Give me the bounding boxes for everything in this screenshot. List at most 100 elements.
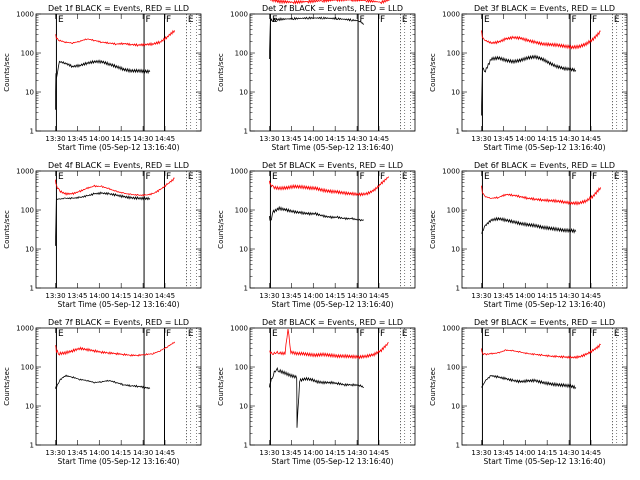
- marker-label: E: [272, 172, 278, 182]
- plot-frame: [461, 13, 628, 132]
- y-tick-label: 1: [456, 285, 460, 293]
- x-tick-label: 14:15: [325, 449, 345, 457]
- series-lld-line: [55, 177, 175, 197]
- chart-title: Det 5f BLACK = Events, RED = LLD: [262, 161, 403, 170]
- chart-title: Det 6f BLACK = Events, RED = LLD: [474, 161, 615, 170]
- series-events-line: [55, 191, 151, 246]
- series-events-line: [55, 374, 151, 390]
- series-events-line: [269, 366, 364, 428]
- marker-label: E: [484, 329, 490, 339]
- marker-label: E: [58, 15, 64, 25]
- chart-panel-5: Det 5f BLACK = Events, RED = LLD Counts/s…: [217, 161, 416, 309]
- y-axis-label: Counts/sec: [3, 210, 11, 249]
- y-tick-label: 100: [21, 207, 34, 215]
- y-axis-label: Counts/sec: [3, 53, 11, 92]
- series-lld-line: [269, 176, 390, 197]
- x-tick-label: 13:45: [281, 292, 301, 300]
- x-tick-label: 14:30: [559, 449, 579, 457]
- marker-label: F: [572, 172, 577, 182]
- x-tick-label: 13:45: [493, 449, 513, 457]
- chart-panel-4: Det 4f BLACK = Events, RED = LLD Counts/s…: [3, 161, 202, 309]
- x-tick-label: 13:30: [471, 135, 491, 143]
- chart-title: Det 3f BLACK = Events, RED = LLD: [474, 4, 615, 13]
- x-tick-label: 14:00: [515, 292, 535, 300]
- series-lld-line: [269, 329, 389, 360]
- series-events-line: [481, 54, 577, 116]
- x-tick-label: 14:15: [325, 135, 345, 143]
- x-axis-label: Start Time (05-Sep-12 13:16:40): [484, 143, 606, 152]
- y-tick-label: 1: [244, 128, 248, 136]
- x-tick-label: 14:00: [303, 449, 323, 457]
- y-axis-label: Counts/sec: [217, 210, 225, 249]
- y-axis-label: Counts/sec: [217, 53, 225, 92]
- x-tick-label: 13:45: [67, 292, 87, 300]
- chart-panel-7: Det 7f BLACK = Events, RED = LLD Counts/s…: [3, 318, 202, 466]
- marker-label: F: [146, 329, 151, 339]
- series-lld-line: [55, 341, 176, 357]
- y-tick-label: 1: [30, 285, 34, 293]
- series-lld-line: [55, 29, 176, 47]
- series-events-line: [481, 374, 577, 390]
- series-events-line: [269, 16, 365, 60]
- y-tick-label: 1000: [442, 11, 460, 19]
- y-axis-label: Counts/sec: [429, 53, 437, 92]
- plot-frame: [461, 170, 628, 289]
- x-tick-label: 14:45: [581, 292, 601, 300]
- y-tick-label: 100: [447, 364, 460, 372]
- y-tick-label: 100: [447, 50, 460, 58]
- marker-label: E: [58, 329, 64, 339]
- plot-frame: [249, 170, 416, 289]
- marker-label: F: [166, 15, 171, 25]
- x-axis-label: Start Time (05-Sep-12 13:16:40): [484, 457, 606, 466]
- chart-panel-8: Det 8f BLACK = Events, RED = LLD Counts/s…: [217, 318, 416, 466]
- series-events-line: [481, 216, 577, 234]
- y-tick-label: 100: [235, 207, 248, 215]
- y-tick-label: 1: [30, 128, 34, 136]
- y-tick-label: 1: [456, 442, 460, 450]
- chart-title: Det 9f BLACK = Events, RED = LLD: [474, 318, 615, 327]
- x-axis-label: Start Time (05-Sep-12 13:16:40): [272, 300, 394, 309]
- x-axis-label: Start Time (05-Sep-12 13:16:40): [272, 457, 394, 466]
- x-tick-label: 13:30: [259, 449, 279, 457]
- y-tick-label: 1: [30, 442, 34, 450]
- y-tick-label: 1000: [442, 325, 460, 333]
- chart-panel-6: Det 6f BLACK = Events, RED = LLD Counts/s…: [429, 161, 628, 309]
- marker-label: E: [58, 172, 64, 182]
- x-tick-label: 13:30: [471, 292, 491, 300]
- chart-title: Det 8f BLACK = Events, RED = LLD: [262, 318, 403, 327]
- marker-label: F: [592, 329, 597, 339]
- marker-label: F: [146, 172, 151, 182]
- x-tick-label: 14:45: [155, 292, 175, 300]
- x-tick-label: 13:30: [45, 135, 65, 143]
- x-tick-label: 14:00: [303, 135, 323, 143]
- y-tick-label: 1: [244, 285, 248, 293]
- y-tick-label: 10: [25, 403, 34, 411]
- chart-title: Det 7f BLACK = Events, RED = LLD: [48, 318, 189, 327]
- y-tick-label: 100: [21, 364, 34, 372]
- x-tick-label: 14:15: [537, 292, 557, 300]
- x-tick-label: 13:45: [67, 135, 87, 143]
- chart-panel-3: Det 3f BLACK = Events, RED = LLD Counts/s…: [429, 4, 628, 152]
- x-tick-label: 14:45: [155, 135, 175, 143]
- x-tick-label: 13:30: [259, 135, 279, 143]
- x-tick-label: 14:15: [537, 449, 557, 457]
- marker-label: E: [484, 172, 490, 182]
- marker-label: F: [592, 15, 597, 25]
- marker-label: F: [572, 329, 577, 339]
- series-lld-line: [481, 30, 601, 50]
- marker-label: F: [146, 15, 151, 25]
- marker-label: F: [360, 329, 365, 339]
- plot-frame: [35, 13, 202, 132]
- x-tick-label: 13:45: [67, 449, 87, 457]
- chart-title: Det 4f BLACK = Events, RED = LLD: [48, 161, 189, 170]
- x-tick-label: 14:30: [133, 292, 153, 300]
- series-lld-line: [481, 185, 602, 206]
- plot-frame: [249, 327, 416, 446]
- marker-label: F: [572, 15, 577, 25]
- marker-label: F: [592, 172, 597, 182]
- x-tick-label: 14:15: [111, 135, 131, 143]
- y-tick-label: 100: [235, 364, 248, 372]
- x-tick-label: 14:00: [303, 292, 323, 300]
- x-tick-label: 14:15: [111, 292, 131, 300]
- x-tick-label: 13:45: [493, 135, 513, 143]
